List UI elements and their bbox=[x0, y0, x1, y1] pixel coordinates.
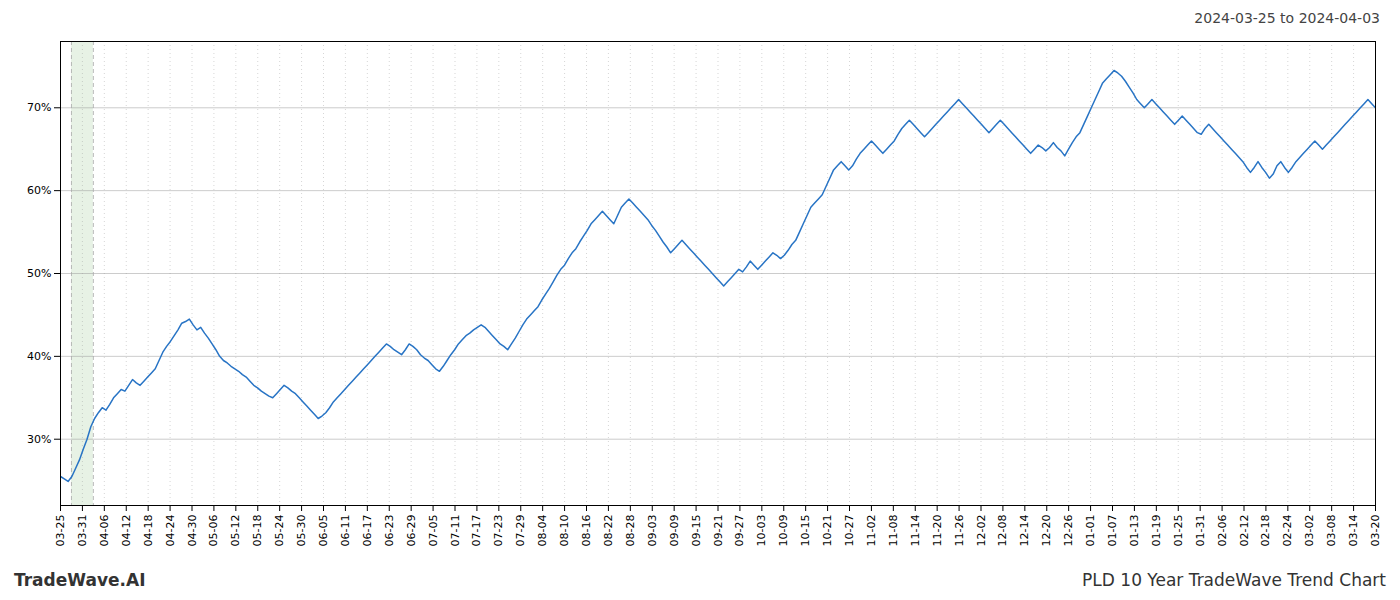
svg-text:08-04: 08-04 bbox=[536, 515, 549, 547]
svg-text:07-11: 07-11 bbox=[449, 515, 462, 547]
svg-text:08-16: 08-16 bbox=[580, 515, 593, 547]
svg-text:02-18: 02-18 bbox=[1259, 515, 1272, 547]
svg-text:03-25: 03-25 bbox=[54, 515, 67, 547]
html-text:TradeWave.AI: TradeWave.AI bbox=[14, 570, 146, 590]
svg-text:10-27: 10-27 bbox=[843, 515, 856, 547]
svg-text:03-31: 03-31 bbox=[76, 515, 89, 547]
svg-text:11-14: 11-14 bbox=[909, 515, 922, 547]
svg-text:30%: 30% bbox=[27, 433, 51, 446]
svg-text:07-17: 07-17 bbox=[470, 515, 483, 547]
svg-text:40%: 40% bbox=[27, 350, 51, 363]
svg-text:09-09: 09-09 bbox=[668, 515, 681, 547]
svg-text:01-07: 01-07 bbox=[1106, 515, 1119, 547]
svg-text:12-14: 12-14 bbox=[1018, 515, 1031, 547]
svg-text:04-24: 04-24 bbox=[164, 515, 177, 547]
svg-text:01-19: 01-19 bbox=[1150, 515, 1163, 547]
svg-text:05-24: 05-24 bbox=[273, 515, 286, 547]
svg-text:05-30: 05-30 bbox=[295, 515, 308, 547]
svg-text:04-30: 04-30 bbox=[186, 515, 199, 547]
svg-text:09-27: 09-27 bbox=[733, 515, 746, 547]
svg-text:04-06: 04-06 bbox=[98, 515, 111, 547]
svg-text:11-20: 11-20 bbox=[931, 515, 944, 547]
svg-text:08-28: 08-28 bbox=[624, 515, 637, 547]
svg-text:06-17: 06-17 bbox=[361, 515, 374, 547]
svg-text:04-12: 04-12 bbox=[120, 515, 133, 547]
html-text:2024-03-25 to 2024-04-03: 2024-03-25 to 2024-04-03 bbox=[1194, 10, 1380, 26]
svg-text:09-21: 09-21 bbox=[712, 515, 725, 547]
svg-text:01-25: 01-25 bbox=[1172, 515, 1185, 547]
svg-text:04-18: 04-18 bbox=[142, 515, 155, 547]
svg-text:12-26: 12-26 bbox=[1062, 515, 1075, 547]
svg-text:12-20: 12-20 bbox=[1040, 515, 1053, 547]
svg-text:11-08: 11-08 bbox=[887, 515, 900, 547]
svg-text:01-31: 01-31 bbox=[1194, 515, 1207, 547]
svg-text:10-21: 10-21 bbox=[821, 515, 834, 547]
svg-text:05-18: 05-18 bbox=[251, 515, 264, 547]
svg-text:50%: 50% bbox=[27, 267, 51, 280]
svg-text:02-06: 02-06 bbox=[1216, 515, 1229, 547]
svg-text:10-09: 10-09 bbox=[777, 515, 790, 547]
svg-text:07-29: 07-29 bbox=[514, 515, 527, 547]
svg-text:01-13: 01-13 bbox=[1128, 515, 1141, 547]
svg-text:08-22: 08-22 bbox=[602, 515, 615, 547]
svg-text:08-10: 08-10 bbox=[558, 515, 571, 547]
svg-text:03-02: 03-02 bbox=[1303, 515, 1316, 547]
svg-text:03-08: 03-08 bbox=[1325, 515, 1338, 547]
svg-text:02-24: 02-24 bbox=[1281, 515, 1294, 547]
svg-text:07-23: 07-23 bbox=[492, 515, 505, 547]
html-text:PLD 10 Year TradeWave Trend Ch: PLD 10 Year TradeWave Trend Chart bbox=[1082, 570, 1386, 590]
svg-text:03-14: 03-14 bbox=[1347, 515, 1360, 547]
svg-text:12-08: 12-08 bbox=[996, 515, 1009, 547]
svg-text:06-11: 06-11 bbox=[339, 515, 352, 547]
svg-text:06-23: 06-23 bbox=[383, 515, 396, 547]
svg-text:07-05: 07-05 bbox=[427, 515, 440, 547]
svg-text:02-12: 02-12 bbox=[1238, 515, 1251, 547]
svg-text:01-01: 01-01 bbox=[1084, 515, 1097, 547]
svg-text:11-02: 11-02 bbox=[865, 515, 878, 547]
svg-text:12-02: 12-02 bbox=[975, 515, 988, 547]
svg-text:70%: 70% bbox=[27, 101, 51, 114]
svg-text:11-26: 11-26 bbox=[953, 515, 966, 547]
svg-text:10-15: 10-15 bbox=[799, 515, 812, 547]
svg-text:06-29: 06-29 bbox=[405, 515, 418, 547]
svg-text:10-03: 10-03 bbox=[755, 515, 768, 547]
svg-text:60%: 60% bbox=[27, 184, 51, 197]
svg-text:09-03: 09-03 bbox=[646, 515, 659, 547]
svg-text:05-12: 05-12 bbox=[229, 515, 242, 547]
svg-text:03-20: 03-20 bbox=[1369, 515, 1382, 547]
svg-text:05-06: 05-06 bbox=[207, 515, 220, 547]
svg-text:06-05: 06-05 bbox=[317, 515, 330, 547]
svg-text:09-15: 09-15 bbox=[690, 515, 703, 547]
